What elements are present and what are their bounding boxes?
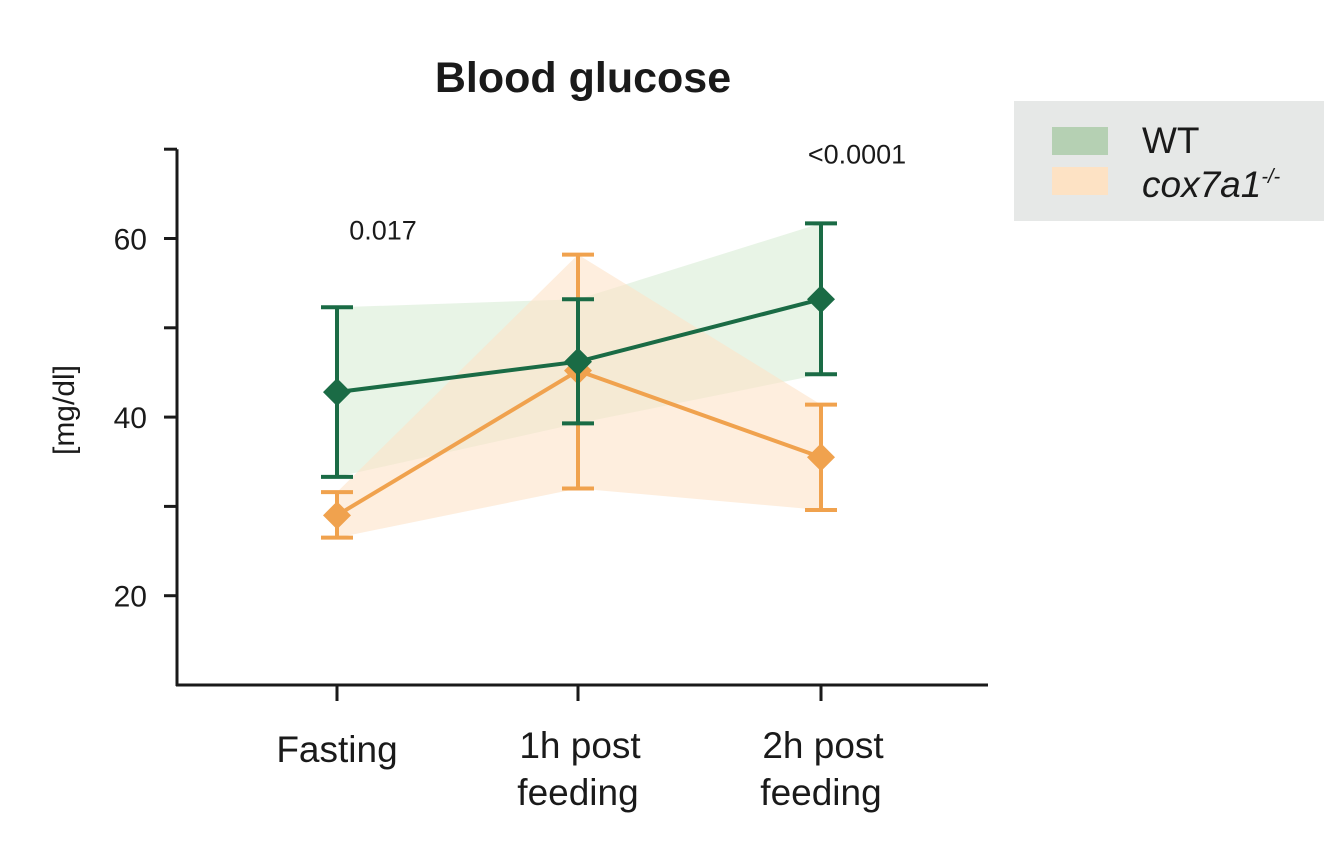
x-tick-label-0: Fasting <box>276 729 397 770</box>
legend-label-wt: WT <box>1142 120 1200 161</box>
x-tick-label-line: feeding <box>760 772 881 813</box>
y-tick-label-20: 20 <box>114 581 147 614</box>
legend: WT cox7a1-/- <box>1014 101 1324 221</box>
chart-title: Blood glucose <box>435 54 731 102</box>
x-tick-label-line: Fasting <box>276 729 397 770</box>
y-tick-label-60: 60 <box>114 224 147 257</box>
legend-label-cox7a1-text: cox7a1 <box>1142 164 1262 205</box>
legend-item-cox7a1: cox7a1-/- <box>1052 163 1280 203</box>
y-tick-label-40: 40 <box>114 402 147 435</box>
y-axis-label: [mg/dl] <box>48 365 81 455</box>
legend-label-cox7a1-sup: -/- <box>1261 166 1281 188</box>
legend-item-wt: WT <box>1052 120 1200 161</box>
x-tick-label-line: 1h post <box>519 725 641 766</box>
legend-swatch-wt <box>1052 127 1108 155</box>
data-point-wt-2 <box>807 285 835 314</box>
x-tick-label-line: feeding <box>517 772 638 813</box>
x-tick-label-line: 2h post <box>762 725 884 766</box>
data-point-cox7a1-0 <box>323 501 351 530</box>
data-point-wt-0 <box>323 378 351 407</box>
p-value-annotation-1: <0.0001 <box>808 140 906 170</box>
legend-swatch-cox7a1 <box>1052 167 1108 195</box>
x-tick-label-1: 1h post feeding <box>517 725 641 813</box>
data-point-wt-1 <box>564 347 592 376</box>
data-point-cox7a1-2 <box>807 443 835 472</box>
p-value-annotation-0: 0.017 <box>349 216 417 246</box>
legend-label-cox7a1: cox7a1-/- <box>1142 159 1280 203</box>
plot-area: 20 40 60 Fasting 1h post feeding 2h post feedin… <box>114 140 988 813</box>
x-tick-label-2: 2h post feeding <box>760 725 884 813</box>
